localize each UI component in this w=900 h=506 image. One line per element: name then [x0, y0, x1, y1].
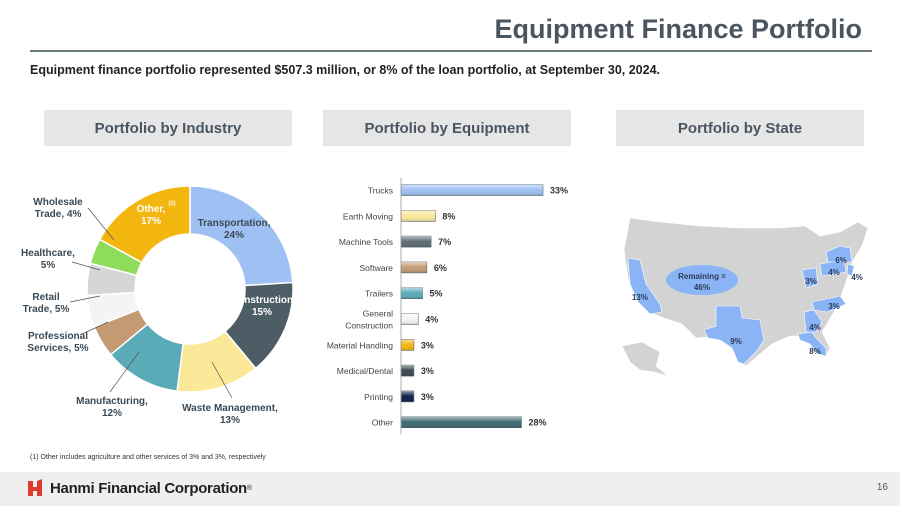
- map-label-oh: 3%: [805, 277, 817, 286]
- slice-label-construction-line1: Construction: [231, 295, 293, 306]
- map-state-nc: [811, 295, 847, 313]
- charts-canvas: Transportation, 24% Construction 15% Oth…: [21, 178, 869, 435]
- bar-highlight: [401, 210, 436, 222]
- bar-category-label: Trucks: [368, 186, 393, 196]
- bar-highlight: [401, 365, 414, 377]
- title-divider: [30, 50, 872, 52]
- slice-label-construction-line2: 15%: [252, 307, 272, 318]
- bar-category-label: Construction: [345, 321, 393, 331]
- bar-highlight: [401, 261, 427, 273]
- map-label-tx: 9%: [730, 337, 742, 346]
- bar-value-label: 4%: [425, 315, 438, 325]
- section-header-equipment: Portfolio by Equipment: [323, 110, 571, 146]
- leader-line-professional: [79, 321, 109, 336]
- page-subtitle: Equipment finance portfolio represented …: [30, 63, 660, 77]
- bar-value-label: 3%: [421, 366, 434, 376]
- bar-highlight: [401, 390, 414, 402]
- map-state-ny: [825, 245, 853, 263]
- bar-category-label: Trailers: [365, 289, 393, 299]
- slice-label-wholesale-line2: Trade, 4%: [35, 209, 82, 220]
- slice-label-transportation-line1: Transportation,: [198, 218, 271, 229]
- footer-band: [0, 472, 900, 506]
- slice-label-manufacturing-line1: Manufacturing,: [76, 396, 148, 407]
- bar-value-label: 8%: [442, 211, 455, 221]
- map-label-ca: 13%: [632, 293, 648, 302]
- map-state-oh: [801, 267, 819, 289]
- bar-category-label: Other: [372, 418, 393, 428]
- leader-line-waste: [211, 361, 233, 399]
- slice-label-wholesale-line1: Wholesale: [33, 197, 83, 208]
- bar-category-label: Medical/Dental: [337, 366, 393, 376]
- bar-value-label: 3%: [421, 340, 434, 350]
- slice-label-waste-line2: 13%: [220, 415, 240, 426]
- industry-donut-chart: [86, 185, 294, 393]
- section-header-state: Portfolio by State: [616, 110, 864, 146]
- bar-category-label: Material Handling: [327, 340, 393, 350]
- leader-line-healthcare: [71, 261, 101, 271]
- map-label-ga: 4%: [809, 323, 821, 332]
- bar-highlight: [401, 236, 432, 248]
- donut-slice-8: [98, 185, 191, 264]
- equipment-bar-chart: Trucks 33% Earth Moving 8% Machine Tools 7% So…: [327, 178, 568, 435]
- page-number: 16: [876, 482, 888, 493]
- bar-value-label: 5%: [430, 289, 443, 299]
- map-state-tx: [703, 305, 765, 365]
- bar-highlight: [401, 184, 543, 196]
- bar-highlight: [401, 313, 419, 325]
- slice-label-other-line1: Other,: [137, 204, 166, 215]
- slice-label-professional-line1: Professional: [28, 331, 88, 342]
- company-trademark: ®: [246, 484, 253, 492]
- slice-label-manufacturing-line2: 12%: [102, 408, 122, 419]
- slice-label-professional-line2: Services, 5%: [27, 343, 88, 354]
- bar-category-label: Earth Moving: [343, 211, 393, 221]
- leader-line-manufacturing: [109, 351, 140, 393]
- hanmi-logo-icon: [28, 479, 42, 496]
- slice-label-retail-line2: Trade, 5%: [23, 304, 70, 315]
- remaining-label-line1: Remaining =: [678, 272, 726, 281]
- bar-highlight: [401, 287, 423, 299]
- leader-line-retail: [69, 295, 101, 303]
- remaining-label-line2: 46%: [694, 283, 710, 292]
- map-state-nj: [846, 263, 855, 277]
- map-label-pa: 4%: [828, 268, 840, 277]
- map-state-fl: [797, 331, 827, 357]
- company-logo: Hanmi Financial Corporation ®: [26, 478, 252, 498]
- bar-value-label: 28%: [528, 418, 546, 428]
- slice-label-waste-line1: Waste Management,: [182, 403, 278, 414]
- bar-value-label: 6%: [434, 263, 447, 273]
- bar-category-label: Software: [359, 263, 393, 273]
- bar-value-label: 33%: [550, 186, 568, 196]
- bar-highlight: [401, 416, 522, 428]
- slice-label-other-line2: 17%: [141, 216, 161, 227]
- slice-label-healthcare-line2: 5%: [41, 260, 56, 271]
- state-map: Remaining = 46% 13% 9% 8% 4% 3% 3% 4% 6%…: [621, 217, 869, 377]
- leader-line-wholesale: [87, 207, 115, 241]
- map-state-ak: [621, 341, 669, 377]
- map-label-fl: 8%: [809, 347, 821, 356]
- donut-slice-0: [189, 185, 294, 287]
- map-label-nc: 3%: [828, 302, 840, 311]
- map-state-ca: [627, 257, 663, 315]
- industry-donut-labels: Transportation, 24% Construction 15% Oth…: [21, 197, 293, 426]
- bar-value-label: 3%: [421, 392, 434, 402]
- page-title: Equipment Finance Portfolio: [494, 14, 862, 44]
- slice-label-retail-line1: Retail: [32, 292, 59, 303]
- footnote: (1) Other includes agriculture and other…: [30, 454, 266, 461]
- slice-label-transportation-line2: 24%: [224, 230, 244, 241]
- bar-category-label: Printing: [364, 392, 393, 402]
- other-footnote-marker: (1): [168, 201, 175, 207]
- slice-label-healthcare-line1: Healthcare,: [21, 248, 75, 259]
- remaining-badge: [666, 265, 738, 295]
- map-state-ga: [803, 309, 823, 333]
- company-name: Hanmi Financial Corporation: [50, 479, 247, 497]
- bar-highlight: [401, 339, 414, 351]
- bar-value-label: 7%: [438, 237, 451, 247]
- bar-category-label: General: [363, 309, 393, 319]
- map-label-ny: 6%: [835, 256, 847, 265]
- bar-category-label: Machine Tools: [339, 237, 393, 247]
- section-header-industry: Portfolio by Industry: [44, 110, 292, 146]
- map-label-nj: 4%: [851, 273, 863, 282]
